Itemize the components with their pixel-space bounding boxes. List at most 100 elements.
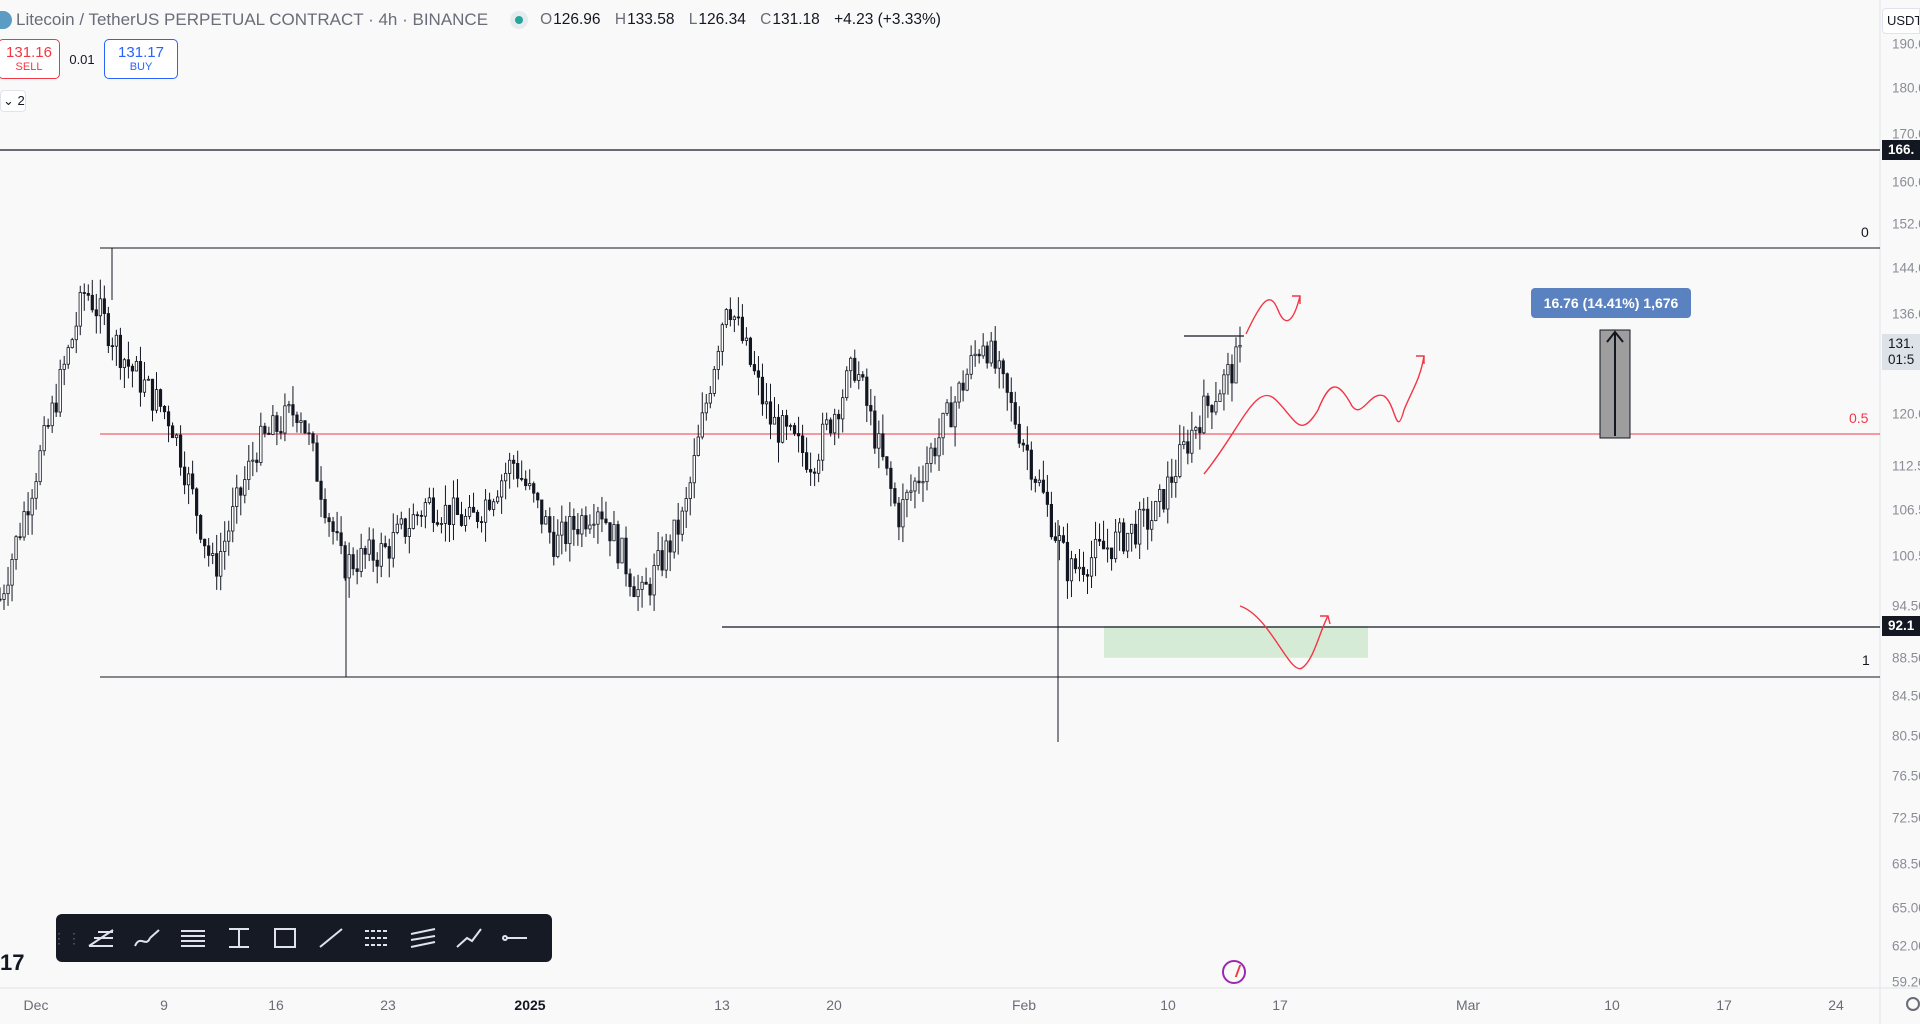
price-axis-label: 88.50 [1892, 650, 1920, 666]
candle-body [463, 515, 468, 526]
candle-body [644, 581, 648, 585]
candle-body [676, 519, 680, 535]
fib-channel-icon[interactable] [354, 918, 400, 958]
candle-body [616, 524, 620, 564]
settings-gear-icon[interactable] [1906, 997, 1920, 1011]
buy-button[interactable]: 131.17 BUY [104, 39, 178, 79]
candle-body [191, 473, 195, 490]
path-icon[interactable] [446, 918, 492, 958]
candle-body [18, 536, 22, 539]
candle-body [1025, 444, 1029, 451]
candle-body [716, 350, 720, 370]
candle-body [684, 498, 688, 512]
candle-body [351, 554, 355, 570]
time-axis-label: 24 [1828, 997, 1844, 1013]
trend-line-icon[interactable] [308, 918, 354, 958]
price-axis[interactable]: 190.00 180.00 170.00 160.00 152.00 144.00 136.… [1880, 0, 1920, 1024]
candle-body [837, 413, 841, 420]
candle-body [1013, 402, 1017, 425]
candle-body [748, 337, 753, 365]
candle-body [1041, 479, 1045, 493]
candle-body [833, 413, 837, 434]
candle-body [419, 514, 423, 517]
candle-body [969, 355, 973, 375]
candle-body [435, 522, 440, 525]
candle-body [311, 433, 315, 444]
drag-handle-icon[interactable]: ⋮⋮ [52, 929, 82, 946]
candle-body [1158, 488, 1162, 502]
candle-body [359, 548, 363, 572]
candle-body [660, 550, 664, 571]
current-price-value: 131. [1888, 336, 1915, 351]
candle-body [989, 340, 993, 364]
candle-body [885, 456, 889, 469]
candle-body [126, 359, 131, 367]
candle-body [552, 531, 556, 557]
candle-body [118, 334, 122, 368]
price-axis-label: 65.00 [1892, 900, 1920, 916]
sell-label: SELL [15, 60, 43, 73]
sell-button[interactable]: 131.16 SELL [0, 39, 60, 79]
candle-body [849, 357, 853, 372]
candle-body [612, 524, 616, 542]
candle-body [1194, 427, 1198, 431]
candle-body [291, 404, 295, 416]
candle-body [1170, 476, 1174, 483]
candle-body [327, 517, 331, 523]
symbol-title[interactable]: Litecoin / TetherUS PERPETUAL CONTRACT ·… [16, 10, 489, 29]
candle-body [1202, 395, 1206, 434]
candle-body [407, 528, 411, 537]
brush-icon[interactable] [124, 918, 170, 958]
candle-body [363, 548, 367, 555]
horizontal-lines-icon[interactable] [170, 918, 216, 958]
candle-body [796, 433, 801, 437]
currency-selector[interactable]: USDT [1882, 8, 1920, 34]
candle-body [869, 405, 873, 412]
candle-body [1077, 566, 1082, 570]
candle-body [1101, 540, 1106, 550]
price-axis-label: 100.50 [1892, 548, 1920, 564]
price-axis-label: 72.50 [1892, 810, 1920, 826]
time-axis-label: 17 [1272, 997, 1288, 1013]
candle-body [2, 593, 6, 600]
candle-body [154, 389, 159, 411]
candle-body [572, 515, 576, 530]
candle-body [271, 415, 275, 435]
candle-body [54, 402, 58, 413]
candle-body [893, 488, 897, 504]
candle-body [672, 519, 676, 553]
indicators-collapse-button[interactable]: ⌄ 2 [0, 90, 26, 112]
candle-body [800, 435, 805, 454]
candle-body [303, 420, 307, 434]
candle-body [696, 436, 700, 456]
candle-body [367, 539, 371, 555]
horizontal-ray-icon[interactable] [492, 918, 538, 958]
candle-body [496, 496, 500, 503]
candle-body [556, 534, 560, 557]
candle-body [315, 442, 319, 482]
fib-retracement-icon[interactable] [78, 918, 124, 958]
candle-body [371, 539, 375, 561]
candle-body [26, 511, 30, 516]
candle-body [355, 568, 359, 572]
price-range-measure-label[interactable]: 16.76 (14.41%) 1,676 [1531, 288, 1691, 318]
date-price-range-icon[interactable] [216, 918, 262, 958]
candle-body [865, 376, 869, 406]
price-axis-label: 84.50 [1892, 688, 1920, 704]
parallel-channel-icon[interactable] [400, 918, 446, 958]
candle-body [203, 538, 207, 547]
candle-body [825, 419, 829, 425]
time-axis-label: Feb [1011, 997, 1037, 1013]
price-axis-label: 62.00 [1892, 938, 1920, 954]
visibility-eye-icon[interactable] [510, 11, 529, 29]
lightning-icon[interactable] [1222, 960, 1246, 984]
tradingview-logo: 17 [0, 950, 25, 975]
candle-body [150, 378, 155, 411]
candle-body [22, 511, 26, 538]
candle-body [540, 499, 544, 525]
price-axis-label: 80.50 [1892, 728, 1920, 744]
rectangle-icon[interactable] [262, 918, 308, 958]
candle-body [933, 447, 937, 457]
time-axis-label: 13 [714, 997, 730, 1013]
